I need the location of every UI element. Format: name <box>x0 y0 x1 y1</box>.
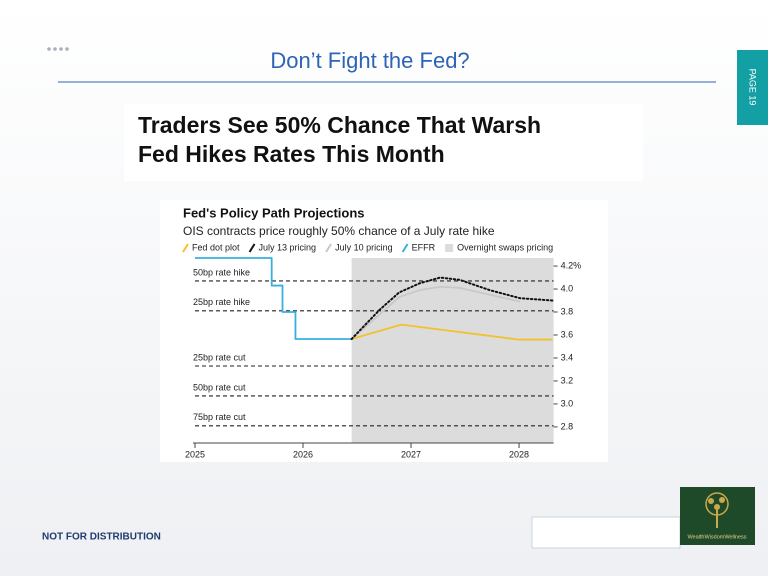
x-tick-label: 2028 <box>509 449 529 459</box>
y-tick-label: 3.4 <box>561 352 574 362</box>
legend-swatch <box>182 243 189 253</box>
series-line <box>351 285 521 340</box>
y-tick-label: 2.8 <box>561 421 574 431</box>
legend-swatch <box>248 243 256 253</box>
level-label: 25bp rate cut <box>193 352 246 362</box>
y-tick-label: 3.6 <box>561 329 574 339</box>
series-line <box>350 276 554 341</box>
chart-title: Fed's Policy Path Projections <box>183 205 365 220</box>
series-line <box>195 257 352 340</box>
dots <box>47 47 69 51</box>
headline-line: Traders See 50% Chance That Warsh <box>138 112 541 138</box>
level-label: 25bp rate hike <box>193 297 250 307</box>
y-tick-label: 3.2 <box>561 375 574 385</box>
level-label: 50bp rate cut <box>193 382 246 392</box>
level-label: 75bp rate cut <box>193 412 246 422</box>
logo-tree <box>705 492 729 528</box>
legend-label: July 10 pricing <box>335 242 393 252</box>
chart: 50bp rate hike 25bp rate hike 25bp rate cu… <box>182 242 582 459</box>
legend-swatch <box>445 244 454 252</box>
legend-swatch <box>401 243 409 253</box>
level-label: 50bp rate hike <box>193 267 250 277</box>
x-tick-label: 2027 <box>401 449 421 459</box>
logo-text: WealthWisdomWellness <box>687 534 746 540</box>
legend-swatch <box>325 243 332 253</box>
chart-subtitle: OIS contracts price roughly 50% chance o… <box>183 224 495 238</box>
page-number: PAGE 19 <box>748 69 758 106</box>
y-tick-label: 3.0 <box>561 398 574 408</box>
footer-box <box>531 516 681 549</box>
x-tick-label: 2025 <box>185 449 205 459</box>
x-tick-label: 2026 <box>293 449 313 459</box>
legend-label: July 13 pricing <box>259 242 317 252</box>
legend-label: EFFR <box>412 242 436 252</box>
slide-title: Don’t Fight the Fed? <box>270 48 469 73</box>
y-tick-label: 3.8 <box>561 306 574 316</box>
headline-line: Fed Hikes Rates This Month <box>138 141 445 167</box>
legend-label: Overnight swaps pricing <box>457 242 553 252</box>
shade <box>351 258 554 443</box>
page-tab <box>737 50 768 125</box>
series-line <box>351 323 553 341</box>
legend-label: Fed dot plot <box>192 242 240 252</box>
headline-box <box>124 104 643 181</box>
y-tick-label: 4.0 <box>561 283 574 293</box>
footer: NOT FOR DISTRIBUTION <box>42 532 161 543</box>
y-tick-label: 4.2% <box>561 260 582 270</box>
